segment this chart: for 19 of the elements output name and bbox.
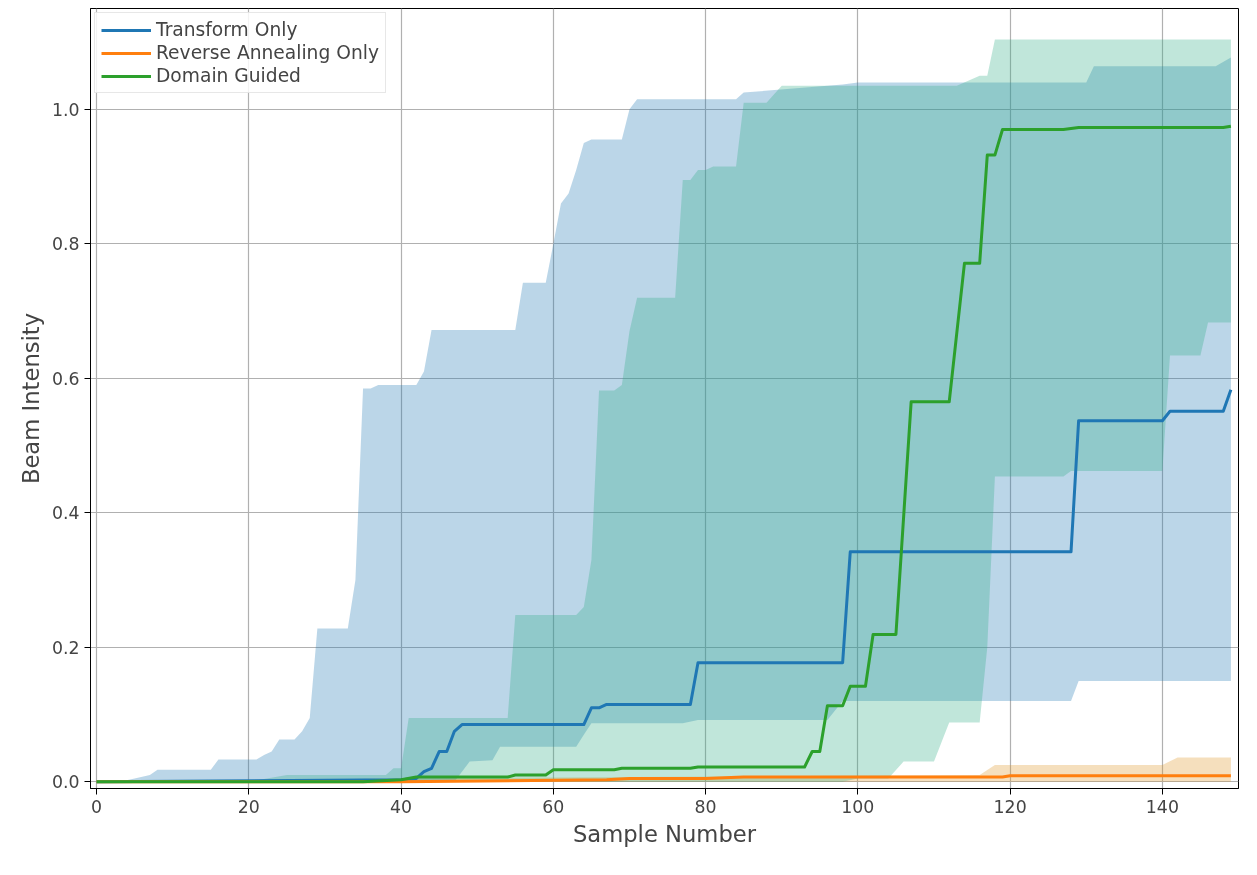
legend-label: Transform Only — [156, 19, 298, 40]
x-tick-label: 60 — [542, 796, 565, 817]
y-tick-label: 0.6 — [51, 368, 80, 389]
y-tick-label: 1.0 — [51, 99, 80, 120]
y-tick-label: 0.0 — [51, 772, 80, 793]
x-tick-label: 20 — [237, 796, 260, 817]
legend-label: Reverse Annealing Only — [156, 42, 379, 63]
x-tick-label: 120 — [993, 796, 1027, 817]
x-tick-label: 140 — [1145, 796, 1179, 817]
y-tick-label: 0.2 — [51, 637, 80, 658]
x-tick-label: 0 — [91, 796, 103, 817]
x-tick-label: 40 — [390, 796, 413, 817]
x-tick-label: 80 — [694, 796, 717, 817]
x-tick-label: 100 — [841, 796, 875, 817]
y-tick-label: 0.4 — [51, 503, 80, 524]
legend-label: Domain Guided — [156, 65, 301, 86]
x-axis-title: Sample Number — [572, 820, 757, 847]
y-tick-label: 0.8 — [51, 234, 80, 255]
y-axis-title: Beam Intensity — [17, 312, 44, 485]
